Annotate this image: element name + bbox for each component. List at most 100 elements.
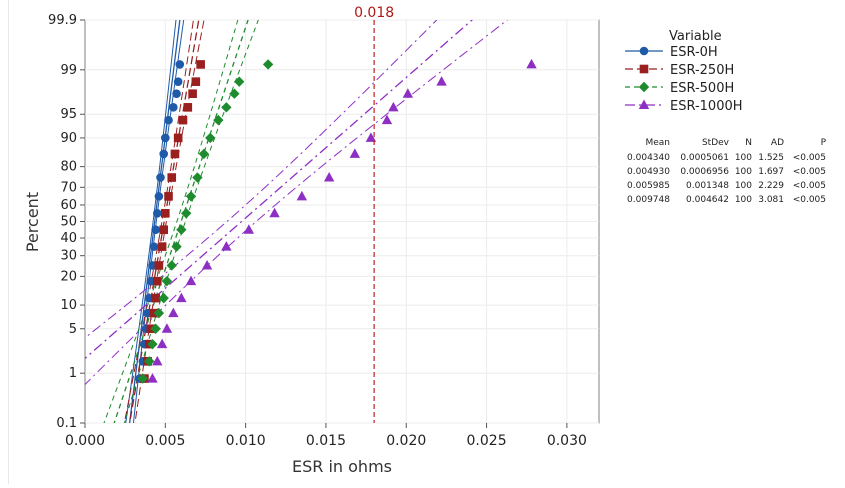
- y-tick-label: 95: [60, 107, 77, 122]
- y-tick-label: 70: [60, 180, 77, 195]
- data-point-esr-1000h: [201, 259, 213, 270]
- data-point-esr-0h: [172, 89, 181, 98]
- stats-header-mean: Mean: [645, 138, 670, 148]
- reference-line-label: 0.018: [354, 5, 394, 21]
- confidence-band-lower-esr-250h: [123, 20, 194, 423]
- stats-cell: 0.004642: [686, 195, 729, 205]
- y-tick-label: 80: [60, 160, 77, 175]
- stats-header-n: N: [745, 138, 752, 148]
- y-tick-label: 0.1: [56, 416, 77, 431]
- data-point-esr-250h: [173, 133, 183, 143]
- data-point-esr-1000h: [168, 307, 179, 318]
- x-tick-label: 0.005: [145, 433, 185, 449]
- fit-lines: [85, 20, 509, 423]
- data-point-esr-1000h: [269, 207, 280, 218]
- data-point-esr-0h: [151, 225, 160, 234]
- data-point-esr-500h: [153, 307, 165, 319]
- data-point-esr-250h: [151, 293, 160, 303]
- data-point-esr-500h: [144, 356, 155, 367]
- data-point-esr-1000h: [381, 114, 393, 125]
- data-point-esr-500h: [161, 275, 173, 287]
- stats-cell: <0.005: [793, 153, 826, 163]
- legend-label-esr-500h: ESR-500H: [670, 81, 734, 96]
- data-point-esr-1000h: [152, 355, 163, 366]
- x-tick-label: 0.000: [65, 433, 105, 449]
- data-points: [135, 58, 537, 384]
- data-point-esr-1000h: [402, 88, 414, 98]
- stats-cell: 100: [735, 181, 752, 191]
- stats-cell: 0.009748: [627, 195, 670, 205]
- data-point-esr-1000h: [161, 323, 173, 333]
- stats-cell: 0.0006956: [680, 167, 729, 177]
- data-point-esr-250h: [183, 103, 193, 112]
- data-point-esr-1000h: [243, 224, 255, 234]
- legend-marker-esr-500h: [638, 81, 650, 93]
- data-point-esr-250h: [152, 276, 162, 286]
- x-tick-label: 0.030: [547, 433, 587, 449]
- stats-header-stdev: StDev: [702, 138, 730, 148]
- confidence-band-upper-esr-250h: [134, 20, 205, 423]
- x-tick-label: 0.010: [226, 433, 266, 449]
- stats-cell: 0.0005061: [680, 153, 729, 163]
- stats-cell: 1.697: [758, 167, 784, 177]
- y-tick-label: 60: [60, 198, 77, 213]
- y-tick-label: 90: [60, 131, 77, 146]
- confidence-band-lower-esr-1000h: [85, 20, 438, 339]
- legend-label-esr-250h: ESR-250H: [670, 63, 734, 78]
- legend-title: Variable: [669, 29, 722, 44]
- stats-cell: <0.005: [793, 195, 826, 205]
- y-tick-label: 5: [69, 322, 77, 337]
- data-point-esr-500h: [185, 191, 197, 202]
- fit-line-esr-1000h: [85, 20, 473, 360]
- y-tick-label: 20: [60, 269, 77, 284]
- data-point-esr-500h: [198, 148, 210, 160]
- data-point-esr-250h: [164, 192, 173, 201]
- y-axis-title: Percent: [23, 192, 42, 252]
- x-tick-label: 0.015: [306, 433, 346, 449]
- fit-line-esr-0h: [128, 20, 181, 423]
- confidence-band-upper-esr-1000h: [85, 20, 509, 386]
- data-point-esr-1000h: [323, 172, 335, 182]
- data-point-esr-1000h: [176, 292, 187, 303]
- data-point-esr-250h: [191, 77, 201, 86]
- stats-cell: 0.004930: [627, 167, 670, 177]
- data-point-esr-500h: [229, 88, 240, 99]
- data-point-esr-1000h: [185, 275, 197, 286]
- data-point-esr-500h: [213, 114, 224, 126]
- confidence-band-upper-esr-500h: [123, 20, 259, 423]
- data-point-esr-1000h: [221, 241, 232, 251]
- data-point-esr-500h: [158, 292, 169, 304]
- stats-cell: 100: [735, 153, 752, 163]
- data-point-esr-500h: [150, 323, 161, 334]
- stats-cell: <0.005: [793, 181, 826, 191]
- data-point-esr-250h: [161, 209, 170, 218]
- data-point-esr-250h: [154, 261, 164, 270]
- y-tick-label: 99.9: [48, 13, 77, 28]
- data-point-esr-500h: [137, 373, 149, 384]
- data-point-esr-1000h: [156, 338, 168, 349]
- x-tick-label: 0.025: [467, 433, 507, 449]
- data-point-esr-500h: [262, 59, 274, 70]
- data-point-esr-0h: [149, 242, 159, 251]
- data-point-esr-500h: [171, 241, 182, 252]
- legend-marker-esr-1000h: [638, 99, 650, 109]
- data-point-esr-0h: [164, 115, 173, 125]
- data-point-esr-500h: [221, 102, 232, 113]
- y-tick-label: 30: [60, 249, 77, 264]
- stats-cell: 0.004340: [627, 153, 670, 163]
- data-point-esr-1000h: [349, 148, 361, 158]
- stats-header-p: P: [821, 138, 827, 148]
- data-point-esr-250h: [167, 173, 177, 182]
- data-point-esr-500h: [176, 224, 187, 235]
- y-tick-label: 1: [69, 366, 77, 381]
- data-point-esr-0h: [175, 60, 185, 69]
- data-point-esr-250h: [159, 225, 169, 234]
- data-point-esr-250h: [188, 89, 197, 98]
- data-point-esr-0h: [173, 77, 183, 86]
- data-point-esr-1000h: [365, 132, 377, 142]
- stats-cell: 100: [735, 167, 752, 177]
- data-point-esr-0h: [152, 209, 162, 218]
